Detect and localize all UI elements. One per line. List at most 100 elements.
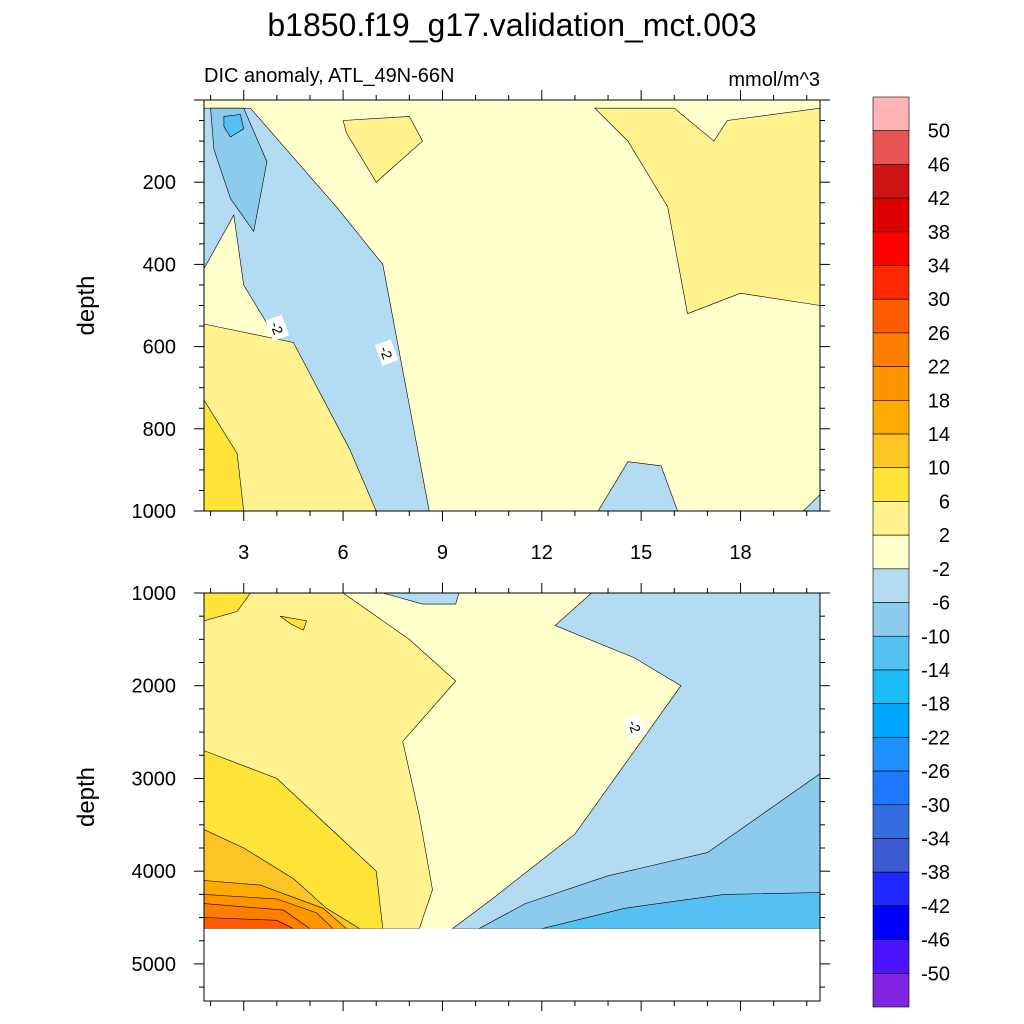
contour-fill-region: [204, 593, 251, 622]
x-tick-label: 15: [630, 542, 652, 564]
colorbar-label: 42: [928, 188, 950, 210]
unit-label: mmol/m^3: [728, 69, 820, 91]
colorbar-swatch: [872, 164, 910, 199]
y-tick-label: 400: [143, 254, 176, 276]
x-tick-label: 3: [238, 542, 249, 564]
x-tick-label: 6: [338, 542, 349, 564]
colorbar-label: 30: [928, 289, 950, 311]
contour-label-text: -2: [377, 344, 396, 361]
contour-label-text: -2: [625, 718, 644, 735]
colorbar-swatch: [872, 332, 910, 367]
y-axis-label: depth: [73, 275, 100, 335]
chart-subtitle: DIC anomaly, ATL_49N-66N: [204, 65, 454, 87]
colorbar-label: -10: [921, 626, 950, 648]
contour-label: -2: [265, 314, 290, 342]
colorbar-swatch: [872, 568, 910, 603]
colorbar-label: 38: [928, 222, 950, 244]
colorbar-label: -30: [921, 795, 950, 817]
y-axis-label: depth: [73, 767, 100, 827]
upper-panel: -2 -2 3 6 9 12 15 18 200 400 600 800 1000 depth: [73, 90, 830, 564]
contour-label: -2: [374, 339, 399, 366]
colorbar-label: 18: [928, 390, 950, 412]
colorbar-label: -2: [932, 559, 950, 581]
colorbar-swatch: [872, 602, 910, 637]
colorbar-swatch: [872, 804, 910, 839]
colorbar-label: -14: [921, 660, 950, 682]
colorbar-swatch: [872, 534, 910, 570]
colorbar-swatch: [872, 298, 910, 334]
contour-fill-region: [223, 114, 245, 138]
colorbar: 50 46 42 38 34 30 26 22 18 14 10 6 2 -2 -6 -10 -14 -18 -22…: [872, 96, 950, 1008]
contour-label-bg: [623, 713, 647, 740]
colorbar-label: -18: [921, 694, 950, 716]
y-tick-label: 5000: [132, 954, 177, 976]
colorbar-label: 22: [928, 357, 950, 379]
colorbar-label: 2: [939, 525, 950, 547]
colorbar-swatch: [872, 265, 910, 300]
colorbar-label: -38: [921, 862, 950, 884]
colorbar-swatch: [872, 433, 910, 469]
colorbar-label: -26: [921, 761, 950, 783]
y-tick-label: 600: [143, 337, 176, 359]
plot-area: -2: [204, 593, 820, 1001]
colorbar-swatch: [872, 939, 910, 974]
y-tick-label: 3000: [132, 768, 177, 790]
colorbar-label: -34: [921, 828, 950, 850]
colorbar-swatch: [872, 197, 910, 233]
colorbar-swatch: [872, 501, 910, 536]
colorbar-label: -6: [932, 593, 950, 615]
colorbar-label: 50: [928, 121, 950, 143]
colorbar-label: 6: [939, 491, 950, 513]
chart-title: b1850.f19_g17.validation_mct.003: [267, 7, 756, 43]
contour-fill-region: [597, 461, 678, 511]
contour-fill-region: [382, 593, 460, 605]
x-tick-label: 18: [729, 542, 751, 564]
y-tick-label: 1000: [132, 583, 177, 605]
plot-frame: [203, 592, 821, 1002]
colorbar-swatch: [872, 838, 910, 873]
plot-area: -2 -2: [204, 100, 820, 511]
contour-label-text: -2: [267, 320, 286, 337]
colorbar-label: 34: [928, 256, 950, 278]
colorbar-swatch: [872, 467, 910, 502]
contour-label-bg: [374, 339, 399, 366]
colorbar-label: -50: [921, 963, 950, 985]
y-tick-label: 200: [143, 172, 176, 194]
y-tick-label: 2000: [132, 676, 177, 698]
colorbar-label: -46: [921, 930, 950, 952]
colorbar-swatch: [872, 635, 910, 671]
colorbar-swatch: [872, 770, 910, 806]
y-tick-label: 800: [143, 419, 176, 441]
contour-fill-region: [204, 323, 377, 511]
colorbar-swatch: [872, 972, 910, 1008]
contour-fill-region: [594, 107, 820, 315]
contour-label: -2: [623, 713, 647, 740]
contour-fill-region: [802, 494, 820, 511]
colorbar-swatch: [872, 703, 910, 738]
contour-fill-region: [541, 892, 820, 930]
colorbar-label: -22: [921, 727, 950, 749]
colorbar-swatch: [872, 231, 910, 266]
x-tick-label: 12: [531, 542, 553, 564]
colorbar-swatch: [872, 871, 910, 907]
contour-fill-region: [210, 107, 268, 233]
colorbar-label: -42: [921, 896, 950, 918]
contour-label-bg: [265, 314, 290, 342]
colorbar-swatch: [872, 669, 910, 704]
y-tick-label: 4000: [132, 861, 177, 883]
colorbar-swatch: [872, 905, 910, 940]
colorbar-label: 10: [928, 458, 950, 480]
colorbar-label: 26: [928, 323, 950, 345]
colorbar-swatch: [872, 130, 910, 165]
colorbar-swatch: [872, 400, 910, 435]
y-tick-label: 1000: [132, 501, 177, 523]
colorbar-swatch: [872, 96, 910, 132]
colorbar-label: 14: [928, 424, 950, 446]
lower-panel: -2 1000 2000 3000 4000 5000 depth: [73, 583, 830, 1011]
contour-fill-region: [280, 615, 308, 631]
missing-data-area: [204, 928, 820, 1001]
colorbar-swatch: [872, 737, 910, 772]
colorbar-swatch: [872, 366, 910, 401]
x-tick-label: 9: [437, 542, 448, 564]
